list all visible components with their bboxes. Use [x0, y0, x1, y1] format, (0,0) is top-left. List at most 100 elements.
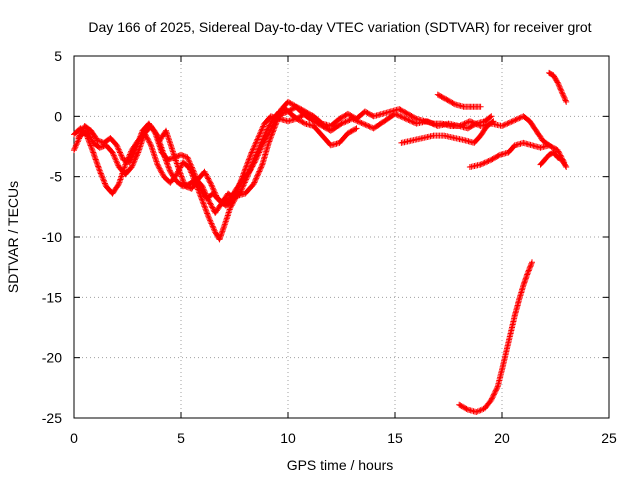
data-marker-segment	[255, 122, 267, 142]
x-axis-title: GPS time / hours	[287, 457, 394, 473]
data-marker-segment	[103, 142, 115, 155]
data-marker-segment	[259, 141, 272, 168]
data-marker-segment	[184, 154, 197, 174]
data-marker-segment	[158, 149, 171, 162]
series-arc-d	[156, 103, 495, 207]
x-tick-label: 10	[280, 430, 296, 446]
data-marker-segment	[526, 118, 539, 133]
data-marker-segment	[113, 142, 126, 162]
series-arc-e	[398, 118, 497, 146]
data-marker-segment	[537, 157, 547, 168]
data-marker-segment	[169, 147, 182, 171]
data-marker-segment	[520, 113, 532, 124]
data-marker-segment	[546, 69, 556, 78]
data-marker-segment	[469, 103, 484, 110]
data-marker-segment	[511, 298, 522, 319]
data-marker-segment	[404, 110, 419, 122]
data-marker-segment	[272, 112, 284, 125]
y-axis-title: SDTVAR / TECUs	[5, 181, 21, 293]
data-marker-segment	[310, 113, 325, 126]
data-marker-segment	[285, 98, 297, 108]
data-marker-segment	[259, 131, 271, 149]
x-tick-label: 25	[601, 430, 617, 446]
data-marker-segment	[199, 197, 212, 220]
data-marker-segment	[135, 131, 148, 156]
data-marker-segment	[227, 186, 239, 202]
data-marker-segment	[246, 158, 259, 175]
data-marker-segment	[261, 114, 273, 127]
data-marker-segment	[293, 103, 307, 114]
x-tick-label: 5	[177, 430, 185, 446]
data-marker-segment	[167, 168, 179, 184]
data-marker-segment	[488, 385, 501, 403]
data-marker-segment	[252, 143, 265, 163]
data-marker-segment	[242, 150, 255, 173]
data-marker-segment	[145, 120, 158, 135]
data-marker-segment	[248, 136, 261, 156]
x-tick-label: 15	[387, 430, 403, 446]
data-marker-segment	[550, 72, 560, 85]
series-arc-f	[434, 91, 484, 110]
data-marker-segment	[175, 166, 188, 188]
data-marker-segment	[473, 405, 487, 415]
data-marker-segment	[133, 129, 145, 151]
data-marker-segment	[96, 167, 109, 188]
data-marker-segment	[344, 125, 360, 137]
chart-title: Day 166 of 2025, Sidereal Day-to-day VTE…	[88, 19, 591, 35]
data-marker-segment	[477, 157, 493, 168]
data-marker-segment	[163, 127, 175, 152]
data-marker-segment	[488, 152, 502, 163]
data-marker-segment	[541, 152, 552, 163]
series-arc-i	[546, 69, 570, 105]
data-marker-segment	[90, 149, 103, 173]
data-marker-segment	[464, 121, 479, 132]
data-marker-segment	[494, 368, 505, 390]
data-marker-segment	[205, 214, 218, 234]
data-marker-segment	[88, 127, 100, 143]
series-arc-g	[466, 139, 568, 170]
y-tick-label: -5	[50, 169, 63, 185]
data-marker-segment	[499, 350, 509, 373]
data-marker-segment	[396, 106, 410, 117]
data-marker-segment	[81, 123, 94, 133]
ticks-layer: 0 5 10 15 20 25 -25 -20 -15 -10 -5 0 5	[42, 48, 617, 446]
data-marker-segment	[546, 142, 560, 153]
data-marker-segment	[109, 149, 122, 169]
y-tick-label: 5	[54, 48, 62, 64]
data-marker-segment	[554, 79, 565, 94]
data-marker-segment	[477, 124, 490, 139]
series-arc-j	[456, 259, 535, 415]
data-marker-segment	[327, 121, 344, 134]
data-marker-segment	[327, 116, 342, 129]
data-marker-segment	[484, 118, 497, 129]
data-marker-segment	[240, 169, 252, 183]
y-tick-label: 0	[54, 108, 62, 124]
data-marker-segment	[220, 196, 233, 207]
data-marker-segment	[126, 146, 139, 166]
data-marker-segment	[180, 159, 192, 171]
data-marker-segment	[201, 168, 214, 186]
data-marker-segment	[533, 127, 545, 143]
data-marker-segment	[154, 161, 167, 179]
data-marker-segment	[558, 89, 570, 105]
data-marker-segment	[434, 91, 449, 102]
data-marker-segment	[220, 206, 233, 231]
data-marker-segment	[443, 96, 457, 107]
data-marker-segment	[370, 119, 387, 132]
data-marker-segment	[310, 123, 325, 138]
series-arc-h	[537, 149, 570, 170]
y-tick-label: -10	[42, 229, 62, 245]
data-marker-segment	[456, 401, 470, 412]
data-marker-segment	[505, 143, 517, 156]
data-marker-segment	[222, 198, 235, 209]
data-marker-segment	[83, 127, 96, 145]
data-marker-segment	[336, 131, 350, 146]
y-tick-label: -15	[42, 289, 62, 305]
x-tick-label: 0	[70, 430, 78, 446]
y-tick-label: -25	[42, 410, 62, 426]
data-marker-segment	[122, 165, 134, 178]
y-tick-label: -20	[42, 350, 62, 366]
data-marker-segment	[507, 313, 518, 337]
